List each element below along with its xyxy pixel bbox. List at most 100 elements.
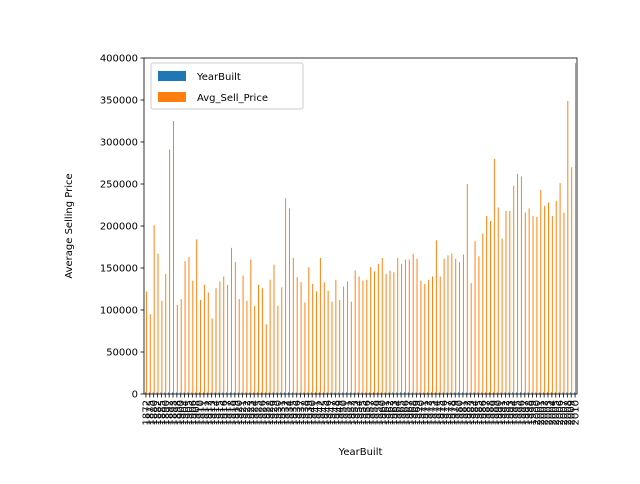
- bar-avg-sell-price-1964: [397, 257, 399, 394]
- bar-avg-sell-price-1992: [505, 210, 507, 394]
- bar-yearbuilt-1964: [396, 392, 398, 394]
- x-tick-label: 1920: [234, 400, 245, 425]
- y-tick-label: 300000: [100, 138, 138, 149]
- bar-avg-sell-price-2002: [544, 205, 546, 394]
- bar-avg-sell-price-1934: [288, 208, 290, 394]
- bar-yearbuilt-1926: [260, 392, 262, 394]
- bar-yearbuilt-1937: [299, 392, 301, 394]
- bar-yearbuilt-1951: [346, 392, 347, 394]
- bar-avg-sell-price-1919: [234, 262, 236, 394]
- bar-avg-sell-price-1917: [227, 284, 229, 394]
- bar-yearbuilt-2004: [550, 392, 552, 394]
- bar-yearbuilt-1904: [183, 392, 185, 394]
- bar-yearbuilt-1940: [311, 392, 313, 394]
- x-tick-label: 1936: [292, 400, 303, 425]
- bar-yearbuilt-1914: [214, 392, 216, 394]
- bar-yearbuilt-1941: [315, 392, 317, 394]
- bar-yearbuilt-1936: [295, 392, 297, 394]
- y-tick-label: 100000: [100, 306, 138, 317]
- x-tick-label: 1926: [257, 400, 268, 425]
- x-tick-label: 1948: [331, 400, 342, 425]
- bar-yearbuilt-1905: [187, 392, 189, 394]
- bar-yearbuilt-1992: [504, 392, 506, 394]
- x-tick-label: 1971: [420, 400, 431, 425]
- x-tick-label: 1942: [315, 400, 326, 425]
- x-tick-label: 1921: [238, 400, 249, 425]
- bar-avg-sell-price-1885: [161, 300, 163, 394]
- legend-label-avg-sell-price: Avg_Sell_Price: [197, 93, 268, 104]
- bar-yearbuilt-2008: [566, 392, 568, 394]
- bar-yearbuilt-1979: [454, 392, 456, 394]
- x-tick-label: 1905: [184, 400, 195, 425]
- bar-yearbuilt-1982: [465, 392, 467, 394]
- x-tick-label: 1928: [265, 400, 276, 425]
- bar-yearbuilt-2007: [562, 392, 564, 394]
- bar-avg-sell-price-2001: [540, 189, 542, 394]
- x-tick-label: 1923: [246, 400, 257, 425]
- x-tick-label: 1927: [261, 400, 272, 425]
- x-tick-label: 1937: [296, 400, 307, 425]
- bar-yearbuilt-2006: [558, 392, 560, 394]
- bar-avg-sell-price-1984: [474, 241, 476, 394]
- x-tick-label: 1966: [400, 400, 411, 425]
- x-axis-ticks: 1872187518801882188518901892189318981900…: [141, 394, 582, 425]
- bar-yearbuilt-1978: [450, 392, 452, 394]
- x-tick-label: 1880: [149, 400, 160, 425]
- bar-avg-sell-price-1987: [486, 215, 488, 394]
- x-tick-label: 1963: [389, 400, 400, 425]
- x-tick-label: 1940: [308, 400, 319, 425]
- x-tick-label: 1994: [509, 400, 520, 425]
- bar-yearbuilt-1956: [365, 392, 367, 394]
- x-tick-label: 1875: [145, 400, 156, 425]
- bar-yearbuilt-1989: [492, 392, 494, 394]
- bar-yearbuilt-1875: [148, 392, 150, 394]
- bar-avg-sell-price-1979: [455, 258, 457, 394]
- x-tick-label: 1931: [277, 400, 288, 425]
- bar-avg-sell-price-1976: [443, 258, 445, 394]
- bar-yearbuilt-1969: [415, 392, 417, 394]
- bar-avg-sell-price-1922: [246, 300, 248, 394]
- bar-yearbuilt-1998: [527, 392, 529, 394]
- legend-label-yearbuilt: YearBuilt: [196, 72, 241, 83]
- x-tick-label: 1961: [381, 400, 392, 425]
- bar-yearbuilt-1885: [160, 392, 162, 394]
- bar-yearbuilt-1953: [353, 392, 355, 394]
- bar-yearbuilt-1968: [411, 392, 413, 394]
- bar-avg-sell-price-1908: [196, 239, 198, 394]
- x-tick-label: 1989: [489, 400, 500, 425]
- x-tick-label: 1977: [443, 400, 454, 425]
- bar-yearbuilt-1966: [403, 392, 405, 394]
- legend-box: [150, 62, 304, 110]
- bar-avg-sell-price-2010: [575, 63, 577, 394]
- bar-avg-sell-price-1921: [242, 275, 244, 394]
- bar-avg-sell-price-1982: [466, 184, 468, 394]
- legend-swatch-yearbuilt: [158, 71, 186, 81]
- bar-avg-sell-price-1930: [277, 305, 279, 394]
- x-tick-label: 2003: [544, 400, 555, 425]
- bar-avg-sell-price-1938: [304, 302, 306, 394]
- bar-yearbuilt-1960: [380, 392, 382, 394]
- bar-avg-sell-price-1892: [169, 149, 171, 394]
- bar-yearbuilt-1931: [280, 392, 282, 394]
- bar-yearbuilt-1892: [168, 392, 170, 394]
- x-tick-label: 1997: [520, 400, 531, 425]
- x-tick-label: 1892: [165, 400, 176, 425]
- x-tick-label: 1985: [474, 400, 485, 425]
- bar-yearbuilt-1983: [469, 392, 471, 394]
- bar-avg-sell-price-1983: [470, 283, 472, 394]
- bar-avg-sell-price-1950: [343, 286, 345, 394]
- bar-yearbuilt-1996: [519, 392, 521, 394]
- bar-yearbuilt-1900: [179, 392, 181, 394]
- x-tick-label: 1919: [230, 400, 241, 425]
- bar-yearbuilt-1952: [349, 392, 351, 394]
- x-tick-label: 1938: [300, 400, 311, 425]
- bar-yearbuilt-1955: [361, 392, 363, 394]
- bar-avg-sell-price-1936: [296, 277, 298, 394]
- x-tick-label: 1946: [323, 400, 334, 425]
- bar-yearbuilt-2002: [543, 392, 545, 394]
- y-tick-label: 200000: [100, 222, 138, 233]
- bar-yearbuilt-1993: [508, 392, 510, 394]
- x-tick-label: 1982: [462, 400, 473, 425]
- x-tick-label: 1992: [501, 400, 512, 425]
- bar-yearbuilt-1972: [427, 392, 429, 394]
